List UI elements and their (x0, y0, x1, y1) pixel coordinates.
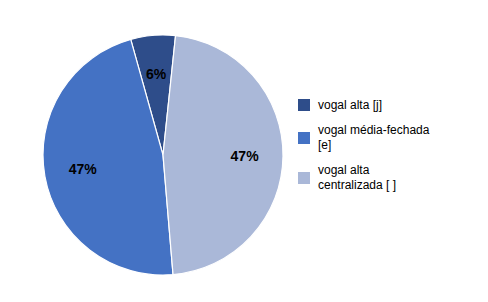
html-text:vogal alta centralizada [ ]: vogal alta centralizada [ ] (318, 162, 396, 192)
html-text:vogal média-fechada [e]: vogal média-fechada [e] (318, 122, 430, 152)
svg-text:47%: 47% (231, 148, 260, 164)
html-text:vogal alta [j]: vogal alta [j] (318, 97, 382, 112)
svg-text:6%: 6% (146, 66, 167, 82)
svg-text:47%: 47% (69, 161, 98, 177)
